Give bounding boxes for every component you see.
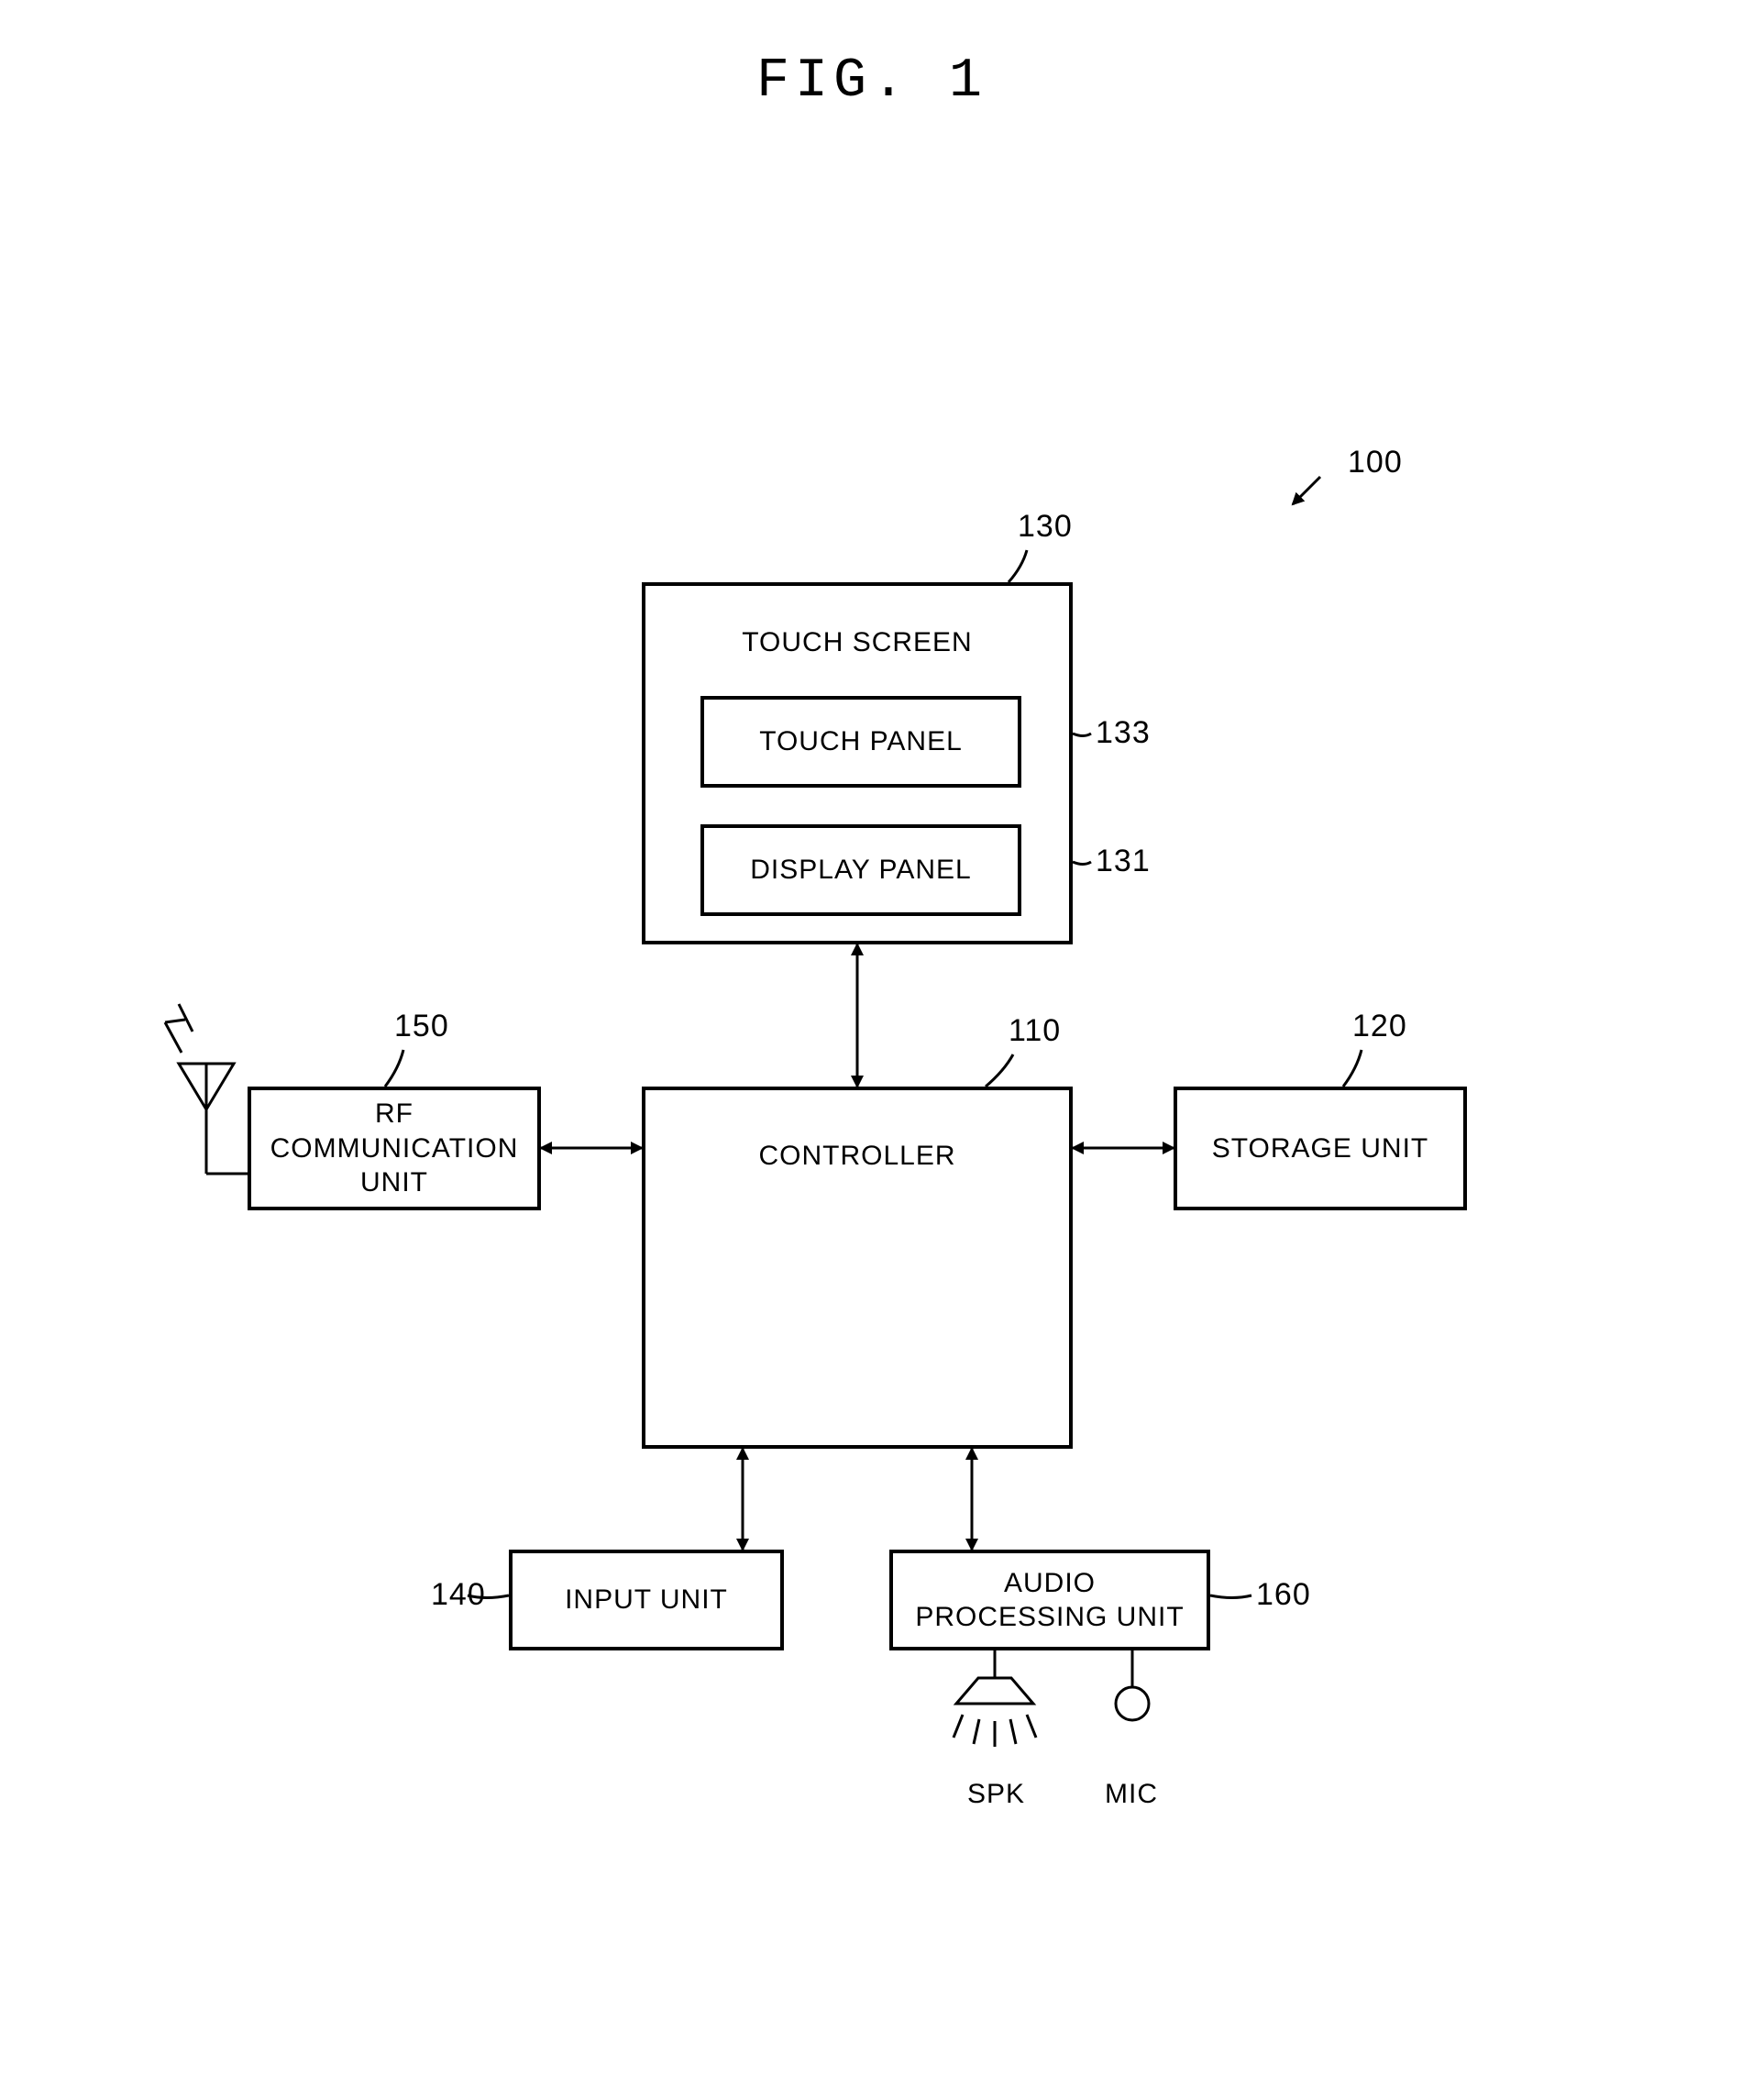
spk-label: SPK xyxy=(967,1779,1025,1810)
input-unit-label: INPUT UNIT xyxy=(565,1584,728,1616)
block-touch-screen: TOUCH SCREEN TOUCH PANEL DISPLAY PANEL xyxy=(642,582,1073,944)
mic-label: MIC xyxy=(1105,1779,1158,1810)
block-audio-processing-unit: AUDIO PROCESSING UNIT xyxy=(889,1550,1210,1650)
rf-unit-label: RF COMMUNICATION UNIT xyxy=(251,1097,537,1200)
ref-133: 133 xyxy=(1096,715,1151,751)
block-display-panel: DISPLAY PANEL xyxy=(700,824,1021,916)
block-touch-panel: TOUCH PANEL xyxy=(700,696,1021,788)
ref-130: 130 xyxy=(1018,509,1073,545)
block-input-unit: INPUT UNIT xyxy=(509,1550,784,1650)
ref-140: 140 xyxy=(431,1577,486,1613)
storage-unit-label: STORAGE UNIT xyxy=(1212,1133,1428,1164)
controller-label: CONTROLLER xyxy=(645,1141,1069,1172)
diagram-stage: FIG. 1 100 TOUCH SCREEN TOUCH PANEL DISP… xyxy=(0,0,1764,2086)
ref-110: 110 xyxy=(1009,1013,1061,1049)
ref-100: 100 xyxy=(1348,445,1403,480)
audio-unit-label: AUDIO PROCESSING UNIT xyxy=(893,1566,1207,1635)
diagram-overlay xyxy=(0,0,1764,2086)
ref-160: 160 xyxy=(1256,1577,1311,1613)
block-storage-unit: STORAGE UNIT xyxy=(1174,1087,1467,1210)
touch-screen-title: TOUCH SCREEN xyxy=(645,627,1069,658)
figure-title: FIG. 1 xyxy=(756,50,987,113)
display-panel-label: DISPLAY PANEL xyxy=(750,855,971,886)
ref-120: 120 xyxy=(1352,1009,1407,1044)
block-controller: CONTROLLER xyxy=(642,1087,1073,1449)
touch-panel-label: TOUCH PANEL xyxy=(759,726,963,757)
ref-150: 150 xyxy=(394,1009,449,1044)
block-rf-communication-unit: RF COMMUNICATION UNIT xyxy=(248,1087,541,1210)
ref-131: 131 xyxy=(1096,844,1151,879)
